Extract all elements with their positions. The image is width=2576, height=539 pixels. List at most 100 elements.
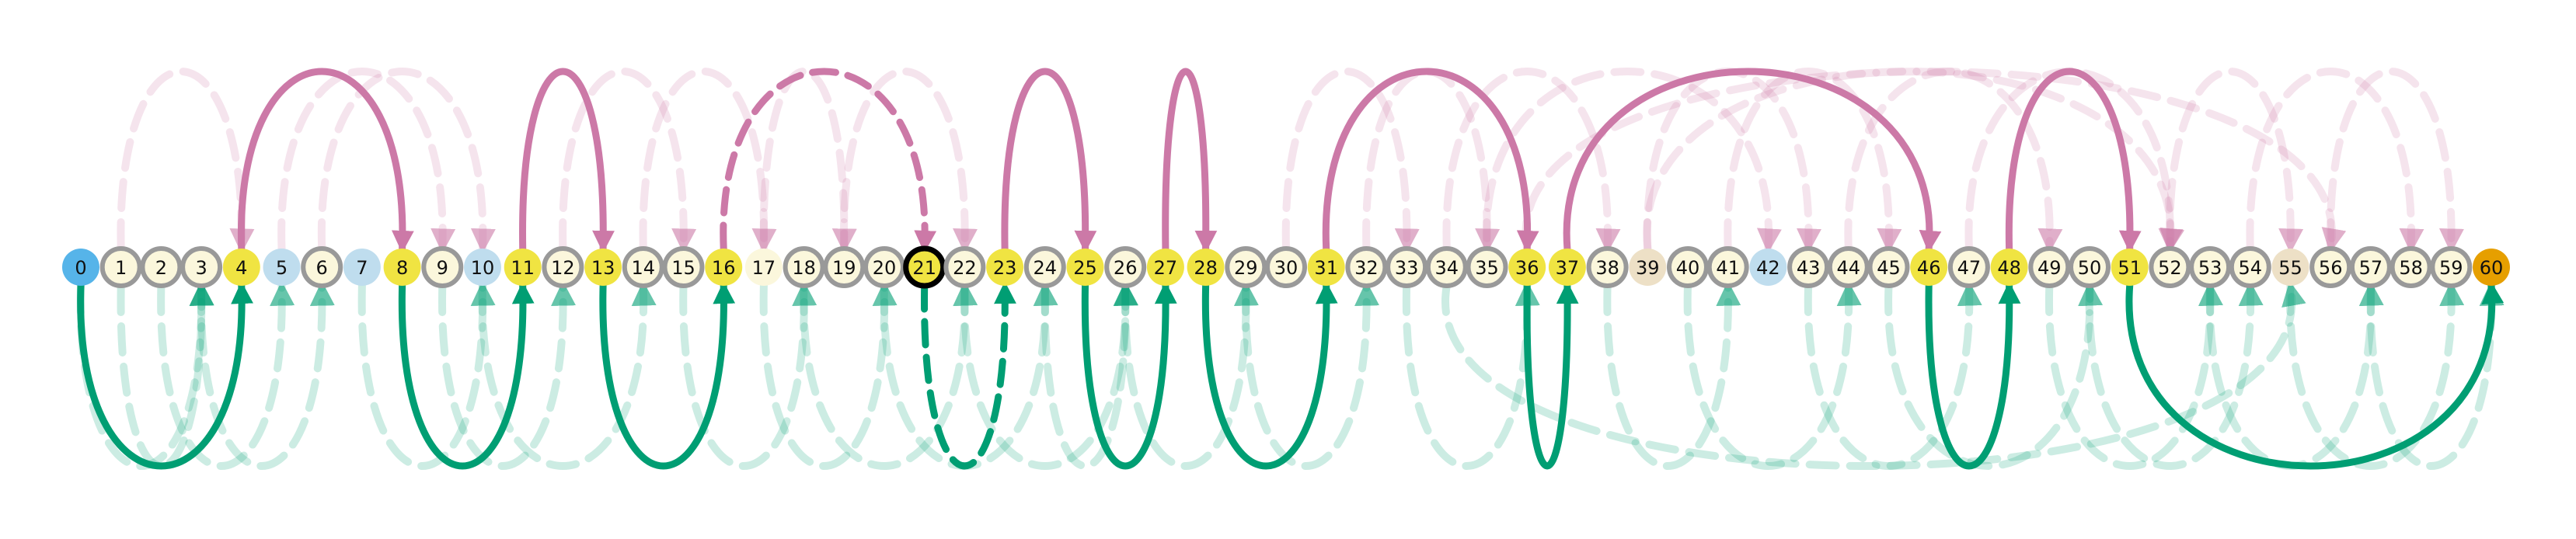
path-move-4-8 [238,68,414,253]
faint-move-2-5 [157,280,295,470]
node-37: 37 [1548,249,1586,286]
faint-move-34-38 [1442,68,1621,254]
faint-move-19-22 [840,68,978,254]
node-circle [2069,246,2111,288]
node-7: 7 [343,249,381,286]
node-label: 15 [671,257,695,279]
node-circle [140,246,183,288]
node-48: 48 [1990,249,2028,286]
node-circle [1265,246,1307,288]
node-label: 47 [1957,257,1982,279]
node-label: 2 [155,257,167,279]
node-circle [783,246,825,288]
node-circle [2430,246,2473,288]
node-circle [1307,249,1345,286]
path-move-21-23 [921,281,1016,470]
node-label: 14 [632,257,656,279]
node-circle [1146,249,1184,286]
node-circle [1023,246,1066,288]
node-55: 55 [2271,249,2309,286]
node-label: 9 [437,257,448,279]
node-label: 18 [792,257,816,279]
node-label: 32 [1354,257,1379,279]
node-circle [464,249,501,286]
node-circle [222,249,260,286]
faint-move-41-45 [1724,68,1902,254]
node-36: 36 [1508,249,1546,286]
node-circle [1187,249,1225,286]
faint-move-17-20 [759,280,898,470]
node-58: 58 [2390,246,2432,288]
node-23: 23 [986,249,1024,286]
node-circle [2229,246,2271,288]
node-label: 27 [1154,257,1178,279]
faint-move-54-58 [2246,68,2424,254]
faint-move-56-59 [2327,68,2464,254]
node-label: 6 [316,257,328,279]
faint-move-7-10 [357,280,496,470]
node-label: 45 [1877,257,1901,279]
node-label: 42 [1756,257,1780,279]
faint-move-15-18 [679,280,817,470]
node-label: 41 [1716,257,1740,279]
node-label: 44 [1837,257,1861,279]
node-9: 9 [421,246,464,288]
node-label: 53 [2198,257,2222,279]
node-35: 35 [1466,246,1508,288]
node-11: 11 [504,249,542,286]
node-circle [180,246,223,288]
faint-move-29-32 [1242,280,1380,470]
node-circle [1706,246,1749,288]
node-label: 17 [752,257,776,279]
node-0: 0 [62,249,99,286]
node-circle [1225,246,1267,288]
node-label: 38 [1595,257,1619,279]
node-49: 49 [2028,246,2071,288]
faint-move-40-44 [1683,280,1862,470]
node-label: 11 [511,257,535,279]
node-label: 43 [1797,257,1821,279]
node-circle [2111,249,2149,286]
node-circle [863,246,905,288]
node-label: 30 [1274,257,1298,279]
node-22: 22 [943,246,986,288]
node-circle [986,249,1024,286]
node-33: 33 [1386,246,1428,288]
faint-move-36-56 [1522,68,2347,254]
faint-move-10-14 [478,280,657,470]
faint-move-17-19 [759,68,857,254]
node-56: 56 [2309,246,2352,288]
node-circle [1629,249,1667,286]
node-circle [99,246,142,288]
faint-move-47-52 [1964,68,2184,254]
node-label: 46 [1917,257,1941,279]
faint-move-55-59 [2286,280,2465,470]
node-17: 17 [744,249,783,286]
node-label: 24 [1034,257,1058,279]
node-circle [903,245,946,289]
node-12: 12 [542,246,584,288]
node-circle [1066,249,1104,286]
node-label: 7 [356,257,368,279]
faint-move-22-26 [960,280,1139,470]
node-38: 38 [1586,246,1629,288]
node-label: 50 [2078,257,2102,279]
path-move-0-4 [77,281,253,470]
main-path-layer [77,68,2505,470]
faint-move-34-55 [1441,280,2306,470]
node-label: 3 [195,257,207,279]
faint-move-24-26 [1041,280,1138,470]
node-label: 33 [1395,257,1419,279]
node-53: 53 [2189,246,2232,288]
node-circle [263,249,301,286]
node-label: 23 [993,257,1017,279]
node-41: 41 [1706,246,1749,288]
node-label: 12 [551,257,575,279]
node-label: 51 [2118,257,2142,279]
node-circle [1104,246,1147,288]
node-circle [301,246,343,288]
node-circle [383,249,421,286]
node-circle [2189,246,2232,288]
node-label: 19 [832,257,856,279]
node-circle [823,246,866,288]
